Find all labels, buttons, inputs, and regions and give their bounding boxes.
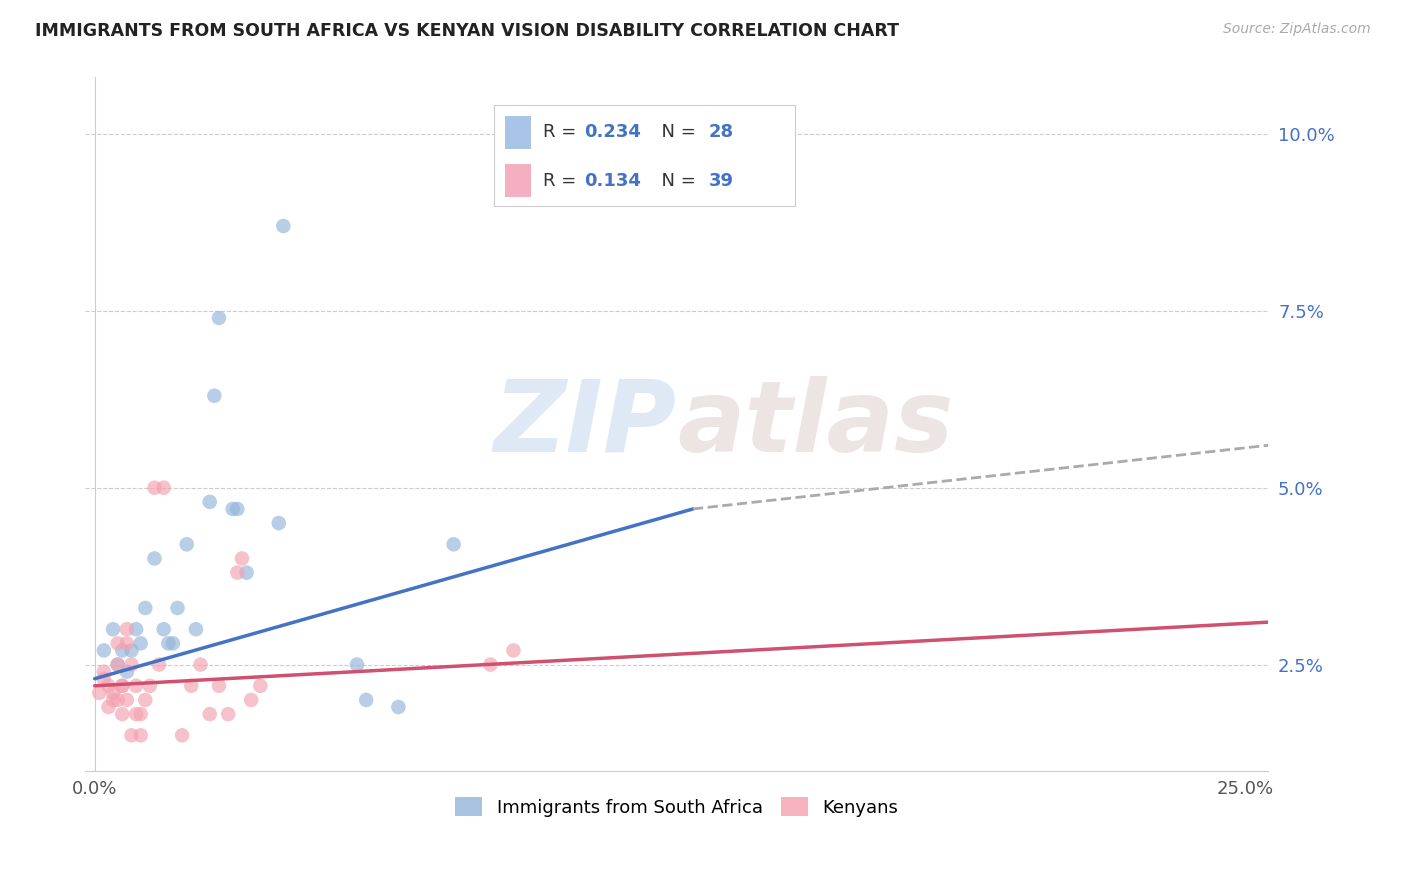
Point: [121, 643, 143, 657]
Point: [111, 679, 134, 693]
Point: [121, 657, 143, 672]
Point: [129, 707, 152, 722]
Point: [190, 657, 212, 672]
Point: [115, 636, 138, 650]
Point: [121, 728, 143, 742]
Point: [166, 601, 188, 615]
Point: [97, 679, 120, 693]
Text: R =: R =: [543, 123, 582, 141]
Point: [115, 622, 138, 636]
Text: 39: 39: [709, 172, 734, 190]
Point: [226, 502, 249, 516]
Point: [198, 495, 221, 509]
Point: [101, 686, 124, 700]
Text: ZIP: ZIP: [494, 376, 676, 473]
Text: 0.234: 0.234: [585, 123, 641, 141]
Point: [198, 707, 221, 722]
Point: [157, 636, 180, 650]
Point: [267, 516, 290, 530]
Text: 0.134: 0.134: [585, 172, 641, 190]
Point: [129, 636, 152, 650]
Legend: Immigrants from South Africa, Kenyans: Immigrants from South Africa, Kenyans: [449, 790, 905, 824]
Point: [115, 693, 138, 707]
Point: [240, 693, 263, 707]
Bar: [505, 116, 531, 149]
Point: [172, 728, 194, 742]
Point: [148, 657, 170, 672]
Point: [134, 693, 156, 707]
Point: [273, 219, 295, 233]
Point: [502, 643, 524, 657]
FancyBboxPatch shape: [494, 105, 796, 206]
Bar: [505, 164, 531, 197]
Point: [346, 657, 368, 672]
Point: [180, 679, 202, 693]
Point: [115, 665, 138, 679]
Point: [111, 707, 134, 722]
Point: [143, 551, 166, 566]
Point: [107, 636, 129, 650]
Point: [93, 672, 115, 686]
Point: [217, 707, 239, 722]
Point: [97, 700, 120, 714]
Point: [249, 679, 271, 693]
Point: [231, 551, 253, 566]
Point: [176, 537, 198, 551]
Point: [125, 679, 148, 693]
Point: [107, 693, 129, 707]
Point: [479, 657, 502, 672]
Point: [139, 679, 162, 693]
Point: [152, 481, 174, 495]
Point: [93, 643, 115, 657]
Text: N =: N =: [650, 123, 702, 141]
Point: [354, 693, 377, 707]
Point: [134, 601, 156, 615]
Point: [101, 622, 124, 636]
Text: 28: 28: [709, 123, 734, 141]
Text: atlas: atlas: [676, 376, 953, 473]
Point: [152, 622, 174, 636]
Point: [162, 636, 184, 650]
Point: [235, 566, 257, 580]
Point: [89, 686, 111, 700]
Point: [129, 728, 152, 742]
Point: [143, 481, 166, 495]
Point: [107, 657, 129, 672]
Point: [184, 622, 207, 636]
Point: [208, 310, 231, 325]
Point: [125, 707, 148, 722]
Point: [101, 693, 124, 707]
Point: [111, 679, 134, 693]
Point: [222, 502, 245, 516]
Point: [111, 643, 134, 657]
Point: [443, 537, 465, 551]
Text: N =: N =: [650, 172, 702, 190]
Point: [226, 566, 249, 580]
Point: [202, 389, 225, 403]
Point: [387, 700, 409, 714]
Point: [93, 665, 115, 679]
Point: [125, 622, 148, 636]
Text: R =: R =: [543, 172, 582, 190]
Point: [107, 657, 129, 672]
Text: Source: ZipAtlas.com: Source: ZipAtlas.com: [1223, 22, 1371, 37]
Text: IMMIGRANTS FROM SOUTH AFRICA VS KENYAN VISION DISABILITY CORRELATION CHART: IMMIGRANTS FROM SOUTH AFRICA VS KENYAN V…: [35, 22, 900, 40]
Point: [208, 679, 231, 693]
